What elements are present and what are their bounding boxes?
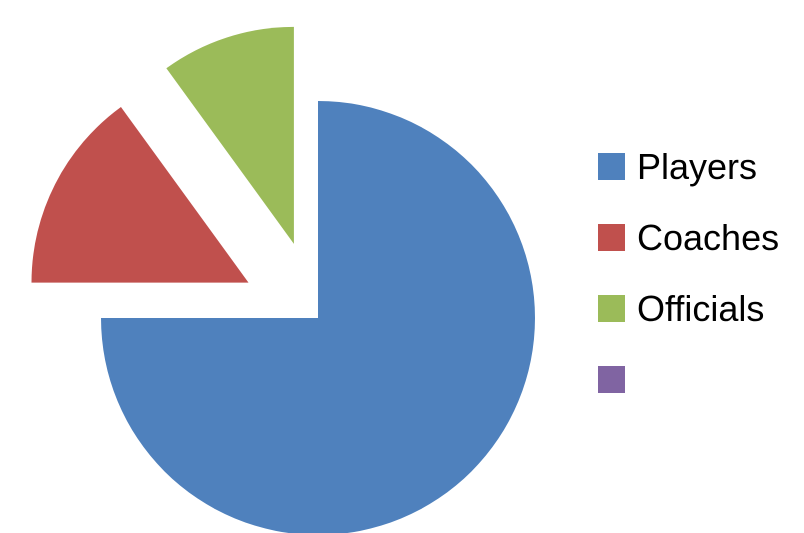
pie-slice-coaches [31, 107, 249, 283]
legend-swatch-players [598, 153, 625, 180]
legend: Players Coaches Officials [598, 146, 779, 393]
legend-swatch-coaches [598, 224, 625, 251]
pie-slice-players [101, 101, 535, 533]
legend-label-players: Players [637, 146, 757, 187]
pie-slices [31, 26, 535, 533]
legend-label-officials: Officials [637, 288, 764, 329]
pie-slice-officials [166, 26, 294, 244]
legend-swatch-unnamed [598, 366, 625, 393]
legend-swatch-officials [598, 295, 625, 322]
legend-label-coaches: Coaches [637, 217, 779, 258]
